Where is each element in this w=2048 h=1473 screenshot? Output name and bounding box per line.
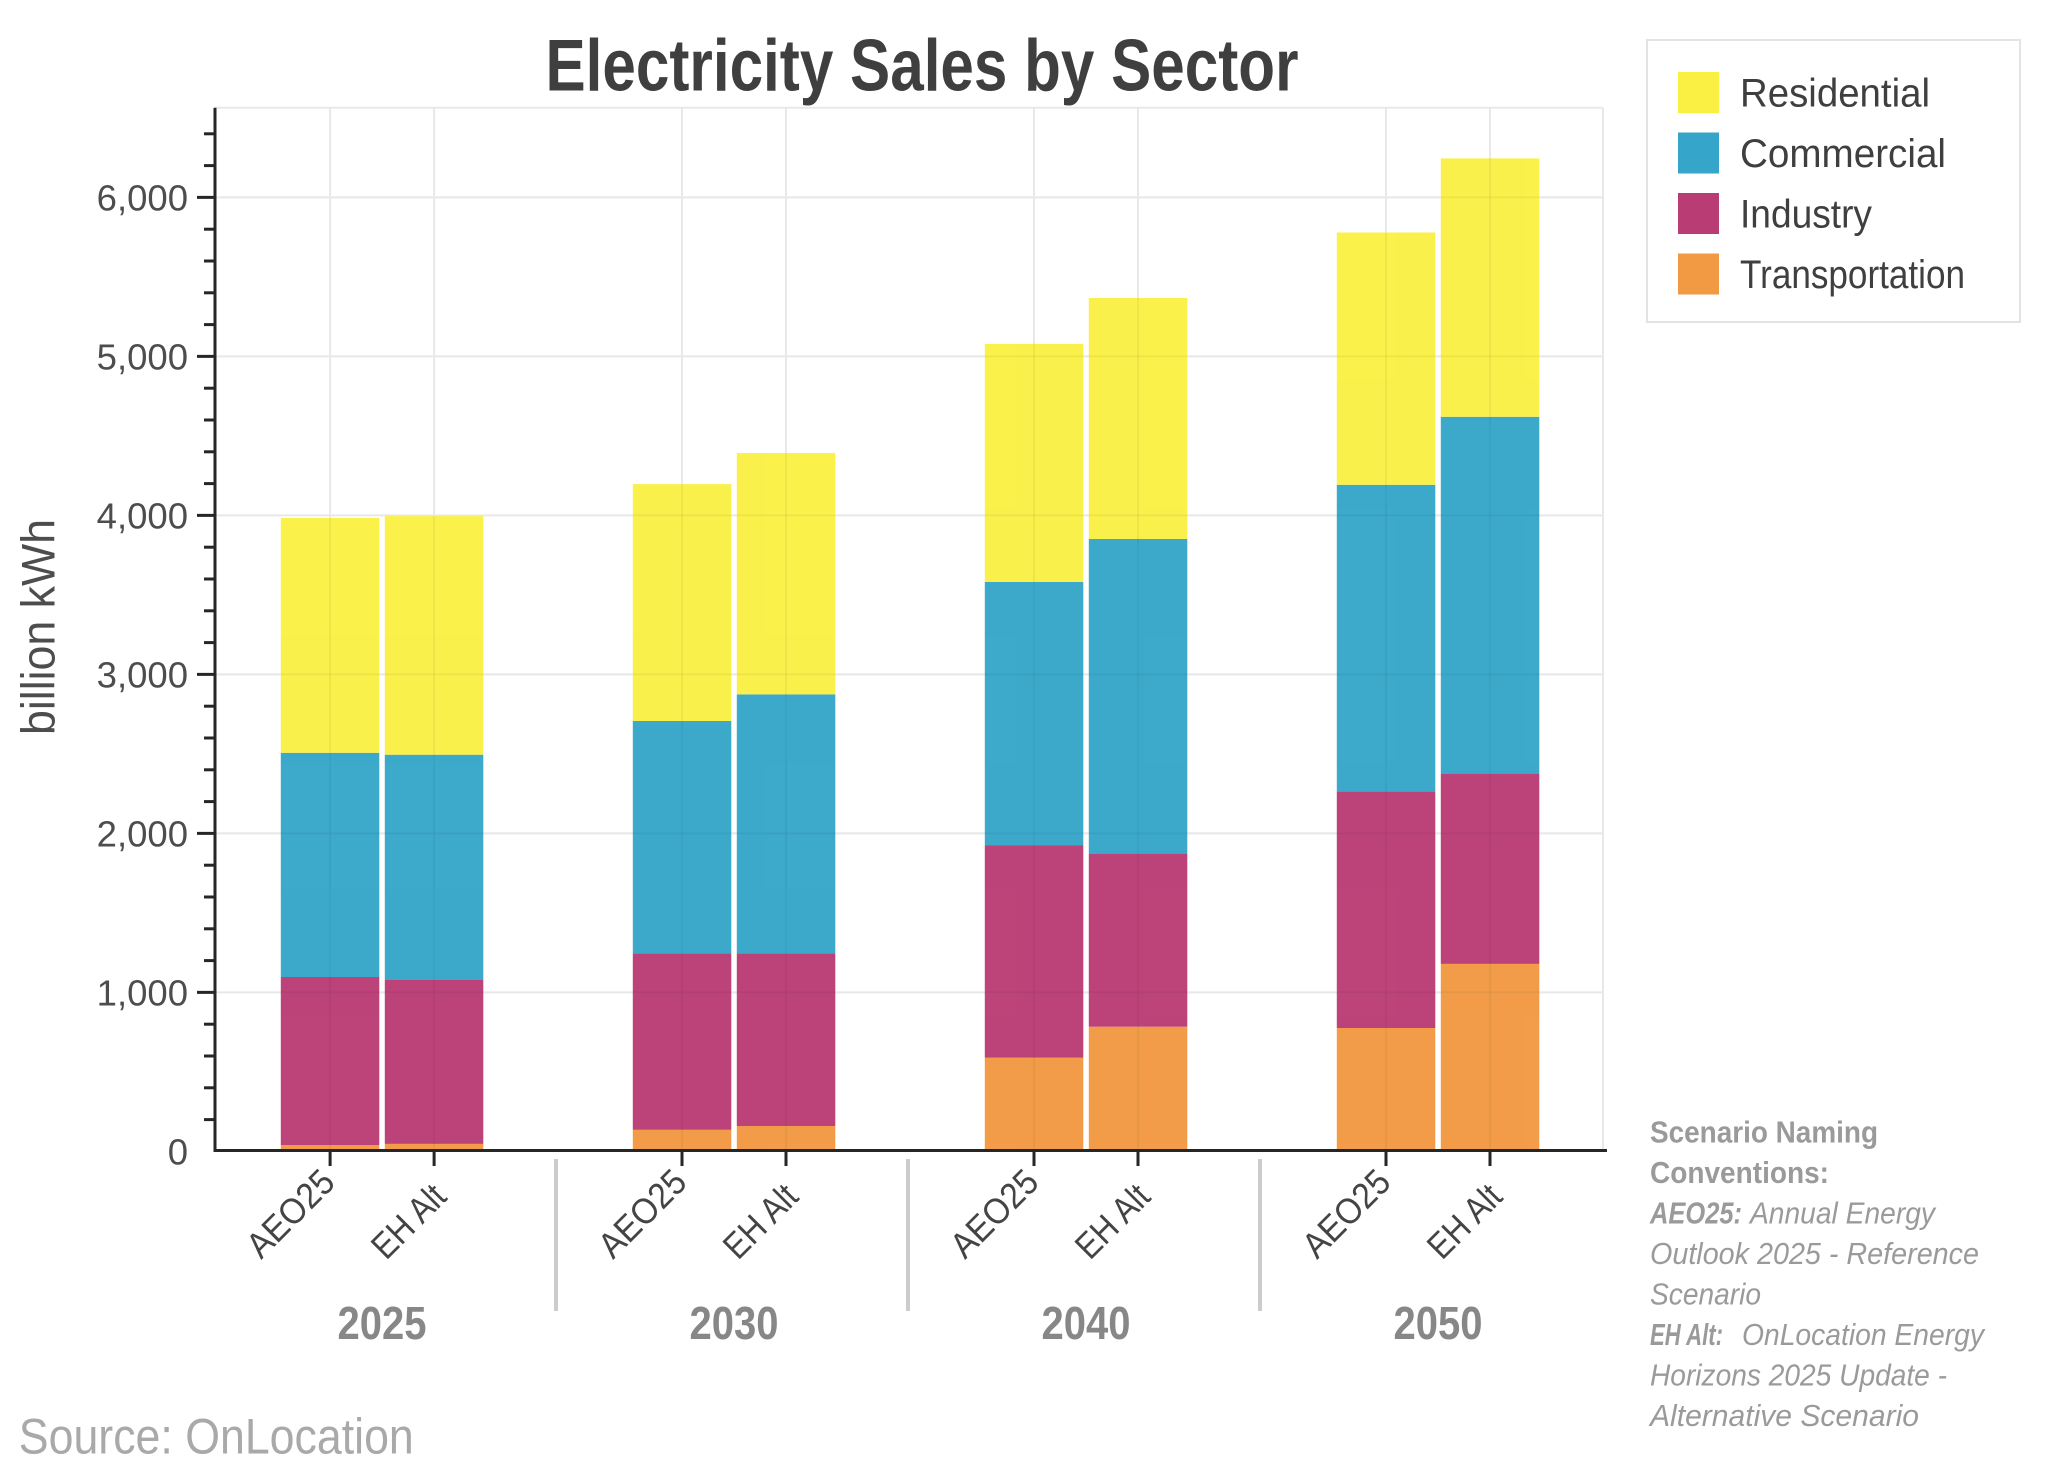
svg-text:Conventions:: Conventions: [1650,1155,1829,1190]
svg-text:Residential: Residential [1740,72,1930,116]
svg-text:3,000: 3,000 [97,654,188,695]
svg-text:2050: 2050 [1394,1297,1483,1349]
svg-text:EH Alt:: EH Alt: [1650,1317,1723,1352]
svg-text:2040: 2040 [1042,1297,1131,1349]
svg-text:2025: 2025 [338,1297,427,1349]
svg-text:Industry: Industry [1740,193,1872,237]
svg-text:2030: 2030 [690,1297,779,1349]
svg-text:AEO25:: AEO25: [1649,1196,1742,1231]
svg-text:Source: OnLocation: Source: OnLocation [19,1409,414,1465]
svg-text:0: 0 [168,1131,188,1172]
svg-text:OnLocation Energy: OnLocation Energy [1742,1317,1986,1352]
svg-text:Electricity Sales by Sector: Electricity Sales by Sector [546,26,1299,107]
svg-text:Alternative Scenario: Alternative Scenario [1648,1398,1919,1433]
svg-text:Annual Energy: Annual Energy [1748,1196,1937,1231]
svg-text:Outlook 2025 - Reference: Outlook 2025 - Reference [1650,1236,1979,1271]
svg-text:6,000: 6,000 [97,177,188,218]
svg-text:5,000: 5,000 [97,336,188,377]
svg-text:Transportation: Transportation [1740,253,1965,297]
svg-text:Scenario Naming: Scenario Naming [1650,1115,1878,1150]
svg-text:1,000: 1,000 [97,972,188,1013]
svg-text:2,000: 2,000 [97,813,188,854]
svg-text:4,000: 4,000 [97,495,188,536]
svg-text:billion kWh: billion kWh [12,519,65,735]
svg-text:Horizons 2025 Update -: Horizons 2025 Update - [1650,1358,1947,1393]
svg-text:Commercial: Commercial [1740,132,1946,176]
svg-text:Scenario: Scenario [1650,1277,1761,1312]
